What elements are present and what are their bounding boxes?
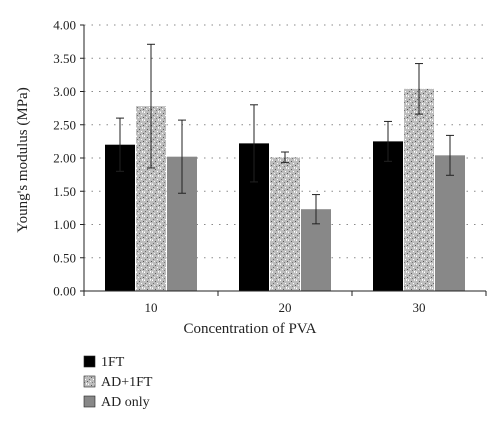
y-tick-label: 1.00 [53,217,76,232]
error-bar [384,120,392,162]
error-bar [281,151,289,164]
legend-swatch-1ft [83,355,96,368]
error-bar [250,104,258,183]
y-tick-label: 0.00 [53,284,76,299]
error-bar [415,63,423,115]
error-bars [116,43,454,225]
error-bar [116,117,124,172]
bar-ad-1ft-20 [270,157,300,291]
legend-swatch-ad-1ft [83,375,96,388]
x-tick-label: 30 [413,300,426,315]
legend-label: AD+1FT [101,375,153,390]
bar-1ft-30 [373,141,403,291]
legend: 1FT AD+1FT AD only [83,355,153,410]
x-axis-title: Concentration of PVA [183,321,316,337]
error-bar [178,119,186,194]
bars [105,88,465,291]
y-tick-label: 2.50 [53,117,76,132]
axes: 0.00 0.50 1.00 1.50 2.00 2.50 3.00 3.50 4.00 10 20… [53,18,487,315]
legend-swatch-ad-only [83,395,96,408]
error-bar [147,43,155,169]
x-tick-label: 20 [279,300,292,315]
x-tick-label: 10 [145,300,158,315]
y-tick-label: 3.50 [53,51,76,66]
bar-ad-1ft-30 [404,88,434,291]
y-axis-title: Young's modulus (MPa) [15,87,31,232]
legend-label: AD only [101,395,150,410]
legend-label: 1FT [101,355,125,370]
y-tick-label: 0.50 [53,250,76,265]
error-bar [312,194,320,225]
y-tick-label: 3.00 [53,84,76,99]
bar-ad-only-30 [435,155,465,291]
y-tick-label: 2.00 [53,151,76,166]
error-bar [446,134,454,176]
y-tick-label: 1.50 [53,184,76,199]
y-tick-label: 4.00 [53,18,76,33]
